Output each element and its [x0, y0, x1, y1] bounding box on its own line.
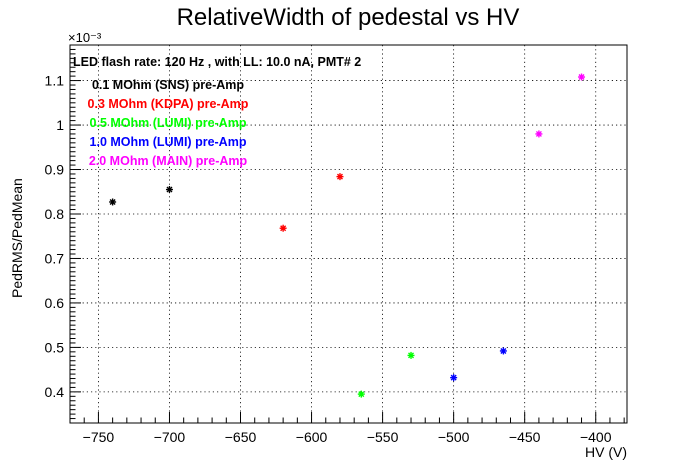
data-point [535, 130, 543, 138]
grid [70, 45, 627, 423]
x-tick-label: −550 [367, 429, 399, 445]
axis-ticks: −750 −700 −650 −600 −550 −500 −450 −400 0.4 0.5 0.… [45, 48, 625, 445]
data-point [407, 351, 415, 359]
data-point [165, 186, 173, 194]
y-tick-label: 0.7 [45, 250, 65, 266]
y-tick-label: 1.1 [45, 73, 65, 89]
x-tick-label: −750 [83, 429, 115, 445]
legend-entry: 2.0 MOhm (MAIN) pre-Amp [89, 154, 248, 168]
data-point [357, 390, 365, 398]
data-point [336, 173, 344, 181]
legend: 0.1 MOhm (SNS) pre-Amp 0.3 MOhm (KDPA) pr… [88, 78, 249, 168]
y-axis-label: PedRMS/PedMean [9, 178, 25, 298]
y-tick-label: 1 [56, 117, 64, 133]
y-tick-label: 0.8 [45, 206, 65, 222]
y-tick-label: 0.4 [45, 384, 65, 400]
legend-entry: 1.0 MOhm (LUMI) pre-Amp [90, 135, 247, 149]
y-tick-label: 0.9 [45, 162, 65, 178]
data-point [109, 198, 117, 206]
data-point [450, 374, 458, 382]
x-tick-label: −400 [580, 429, 612, 445]
x-axis-label: HV (V) [585, 444, 627, 460]
x-tick-label: −500 [438, 429, 470, 445]
y-tick-label: 0.5 [45, 339, 65, 355]
data-point [499, 347, 507, 355]
legend-entry: 0.3 MOhm (KDPA) pre-Amp [88, 97, 249, 111]
info-text: LED flash rate: 120 Hz , with LL: 10.0 n… [73, 55, 361, 69]
x-tick-label: −450 [509, 429, 541, 445]
legend-entry: 0.5 MOhm (LUMI) pre-Amp [90, 116, 247, 130]
data-points [109, 73, 586, 398]
legend-entry: 0.1 MOhm (SNS) pre-Amp [92, 78, 244, 92]
y-tick-label: 0.6 [45, 295, 65, 311]
x-tick-label: −700 [154, 429, 186, 445]
x-tick-label: −650 [225, 429, 257, 445]
plot-frame [69, 44, 628, 424]
chart-title: RelativeWidth of pedestal vs HV [177, 4, 520, 31]
x-tick-label: −600 [296, 429, 328, 445]
data-point [578, 73, 586, 81]
data-point [279, 224, 287, 232]
y-exponent-label: ×10⁻³ [68, 30, 102, 45]
